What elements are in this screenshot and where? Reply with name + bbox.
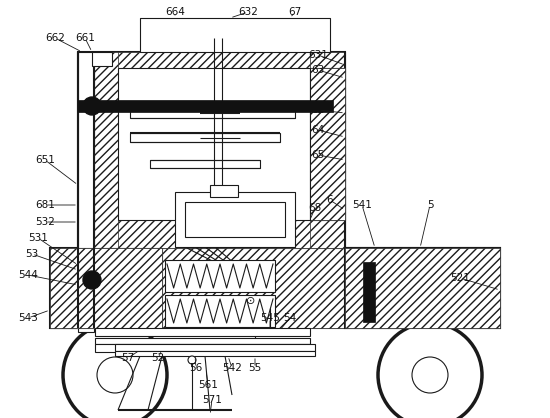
Bar <box>115 351 315 356</box>
Bar <box>118 220 310 248</box>
Bar <box>78 52 94 332</box>
Bar <box>140 18 330 52</box>
Bar <box>78 52 345 248</box>
Text: 545: 545 <box>260 313 280 323</box>
Bar <box>150 160 260 168</box>
Bar <box>140 18 330 52</box>
Text: 664: 664 <box>165 7 185 17</box>
Bar <box>118 68 310 220</box>
Text: 541: 541 <box>352 200 372 210</box>
Bar <box>130 108 295 118</box>
Text: 681: 681 <box>35 200 55 210</box>
Text: 55: 55 <box>249 363 262 373</box>
Text: 532: 532 <box>35 217 55 227</box>
Circle shape <box>97 357 133 393</box>
Bar <box>210 185 238 197</box>
Text: 53: 53 <box>25 249 39 259</box>
Text: 57: 57 <box>122 353 135 363</box>
Bar <box>78 52 118 248</box>
Bar <box>310 52 345 248</box>
Bar <box>165 295 275 327</box>
Bar <box>175 192 295 247</box>
Text: 561: 561 <box>198 380 218 390</box>
Text: 63: 63 <box>311 65 324 75</box>
Text: 6: 6 <box>327 195 333 205</box>
Text: 62: 62 <box>311 105 324 115</box>
Text: 67: 67 <box>288 7 301 17</box>
Text: 543: 543 <box>18 313 38 323</box>
Text: 68: 68 <box>309 203 322 213</box>
Bar <box>310 68 345 220</box>
Text: 54: 54 <box>283 313 296 323</box>
Circle shape <box>412 357 448 393</box>
Text: 631: 631 <box>308 50 328 60</box>
Text: 56: 56 <box>189 363 202 373</box>
Circle shape <box>188 356 196 364</box>
Text: 5: 5 <box>427 200 433 210</box>
Bar <box>78 52 345 248</box>
Text: 52: 52 <box>151 353 164 363</box>
Bar <box>95 328 310 336</box>
Bar <box>95 344 310 352</box>
Circle shape <box>378 323 482 418</box>
Bar <box>78 100 333 112</box>
Bar <box>165 260 275 292</box>
Bar <box>130 133 280 142</box>
Bar <box>118 52 310 68</box>
Circle shape <box>83 271 101 289</box>
Bar <box>50 248 500 328</box>
Bar <box>95 338 310 344</box>
Bar <box>92 52 112 66</box>
Text: 531: 531 <box>28 233 48 243</box>
Bar <box>115 344 315 351</box>
Text: 632: 632 <box>238 7 258 17</box>
Bar <box>185 202 285 237</box>
Circle shape <box>63 323 167 418</box>
Text: 64: 64 <box>311 125 324 135</box>
Bar <box>118 68 310 220</box>
Bar <box>50 248 162 328</box>
Text: $\odot$: $\odot$ <box>245 295 255 306</box>
Text: 662: 662 <box>45 33 65 43</box>
Bar <box>310 68 345 220</box>
Bar <box>345 248 500 328</box>
Text: 542: 542 <box>222 363 242 373</box>
Text: 544: 544 <box>18 270 38 280</box>
Bar <box>50 248 162 328</box>
Text: 521: 521 <box>450 273 470 283</box>
Text: 65: 65 <box>311 150 324 160</box>
Text: 661: 661 <box>75 33 95 43</box>
Circle shape <box>83 97 101 115</box>
Bar <box>345 248 500 328</box>
Bar <box>50 248 500 328</box>
Bar <box>363 262 375 322</box>
Text: 651: 651 <box>35 155 55 165</box>
Text: 571: 571 <box>202 395 222 405</box>
